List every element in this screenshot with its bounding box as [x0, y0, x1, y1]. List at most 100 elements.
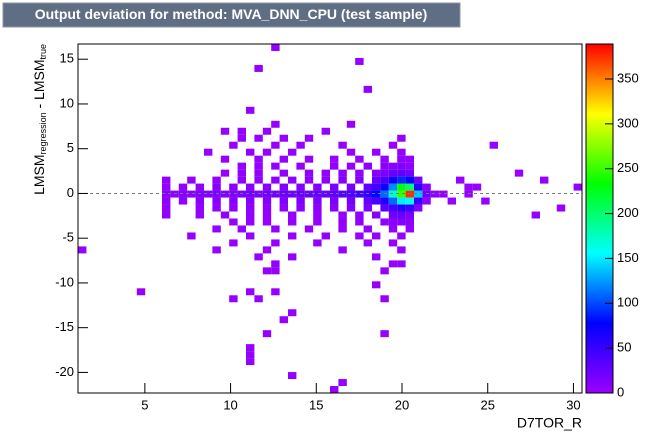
cell [313, 197, 322, 205]
cell [388, 141, 398, 149]
cell [237, 127, 246, 135]
cell [422, 190, 431, 198]
cell [136, 288, 146, 296]
cell [514, 169, 524, 177]
z-tick-label: 350 [617, 70, 639, 85]
cell [380, 204, 389, 212]
cell [430, 190, 440, 198]
cell [288, 211, 297, 219]
cell [414, 190, 423, 198]
cell [346, 204, 356, 212]
cell [380, 295, 389, 303]
cell [397, 211, 406, 219]
cell [556, 204, 566, 212]
cell [405, 190, 414, 198]
cell [405, 183, 414, 191]
cell [363, 204, 372, 212]
cell [195, 211, 204, 219]
cell [271, 176, 280, 184]
cell [388, 190, 398, 198]
cell [262, 190, 272, 198]
cell [397, 204, 406, 212]
cell [304, 155, 314, 163]
cell [229, 204, 238, 212]
cell [246, 197, 255, 205]
cell [414, 183, 423, 191]
cell [254, 155, 263, 163]
cell [380, 183, 389, 191]
cell [321, 176, 330, 184]
cell [304, 176, 314, 184]
cell [405, 211, 414, 219]
z-tick-label: 50 [617, 340, 631, 355]
cell [397, 155, 406, 163]
cell [237, 190, 246, 198]
cell [237, 169, 246, 177]
cell [304, 190, 314, 198]
cell [288, 218, 297, 226]
cell [313, 239, 322, 247]
cell [380, 267, 389, 275]
cell [237, 176, 246, 184]
cell [178, 183, 188, 191]
cell [220, 169, 230, 177]
cell [162, 176, 171, 184]
cell [540, 176, 549, 184]
cell [246, 204, 255, 212]
cell [372, 232, 381, 240]
x-tick-label: 5 [141, 397, 148, 412]
cell [338, 141, 347, 149]
z-tick-label: 100 [617, 295, 639, 310]
z-tick-label: 300 [617, 115, 639, 130]
cell [355, 155, 364, 163]
cell [271, 141, 280, 149]
cell [296, 190, 305, 198]
cell [246, 288, 255, 296]
cell [237, 162, 246, 170]
cell [229, 239, 238, 247]
cell [296, 162, 305, 170]
cell [388, 169, 398, 177]
cell [271, 162, 280, 170]
cell [271, 267, 280, 275]
cell [304, 225, 314, 233]
cell [262, 183, 272, 191]
cell [271, 288, 280, 296]
cell [279, 197, 288, 205]
y-label-part: LMSM [31, 154, 47, 194]
y-axis-label: LMSMregression - LMSMtrue [31, 44, 49, 195]
cell [380, 169, 389, 177]
cell [254, 295, 263, 303]
cell [330, 386, 339, 393]
cell [397, 232, 406, 240]
cell [246, 106, 255, 114]
cell [246, 148, 255, 156]
cell [262, 148, 272, 156]
cell [388, 183, 398, 191]
cell [212, 225, 221, 233]
cell [262, 330, 272, 338]
cell [388, 176, 398, 184]
cell [229, 197, 238, 205]
cell [262, 127, 272, 135]
cell [254, 190, 263, 198]
cell [262, 197, 272, 205]
cell [338, 225, 347, 233]
cell [313, 218, 322, 226]
cell [355, 218, 364, 226]
cell [397, 162, 406, 170]
cell [380, 176, 389, 184]
cell [212, 197, 221, 205]
y-tick-label: -15 [55, 319, 74, 334]
cell [481, 197, 490, 205]
z-tick-label: 200 [617, 205, 639, 220]
cell [229, 190, 238, 198]
cell [355, 190, 364, 198]
cell [254, 253, 263, 261]
cell [321, 232, 330, 240]
cell [330, 183, 339, 191]
cell [162, 211, 171, 219]
cell [212, 176, 221, 184]
cell [472, 183, 482, 191]
